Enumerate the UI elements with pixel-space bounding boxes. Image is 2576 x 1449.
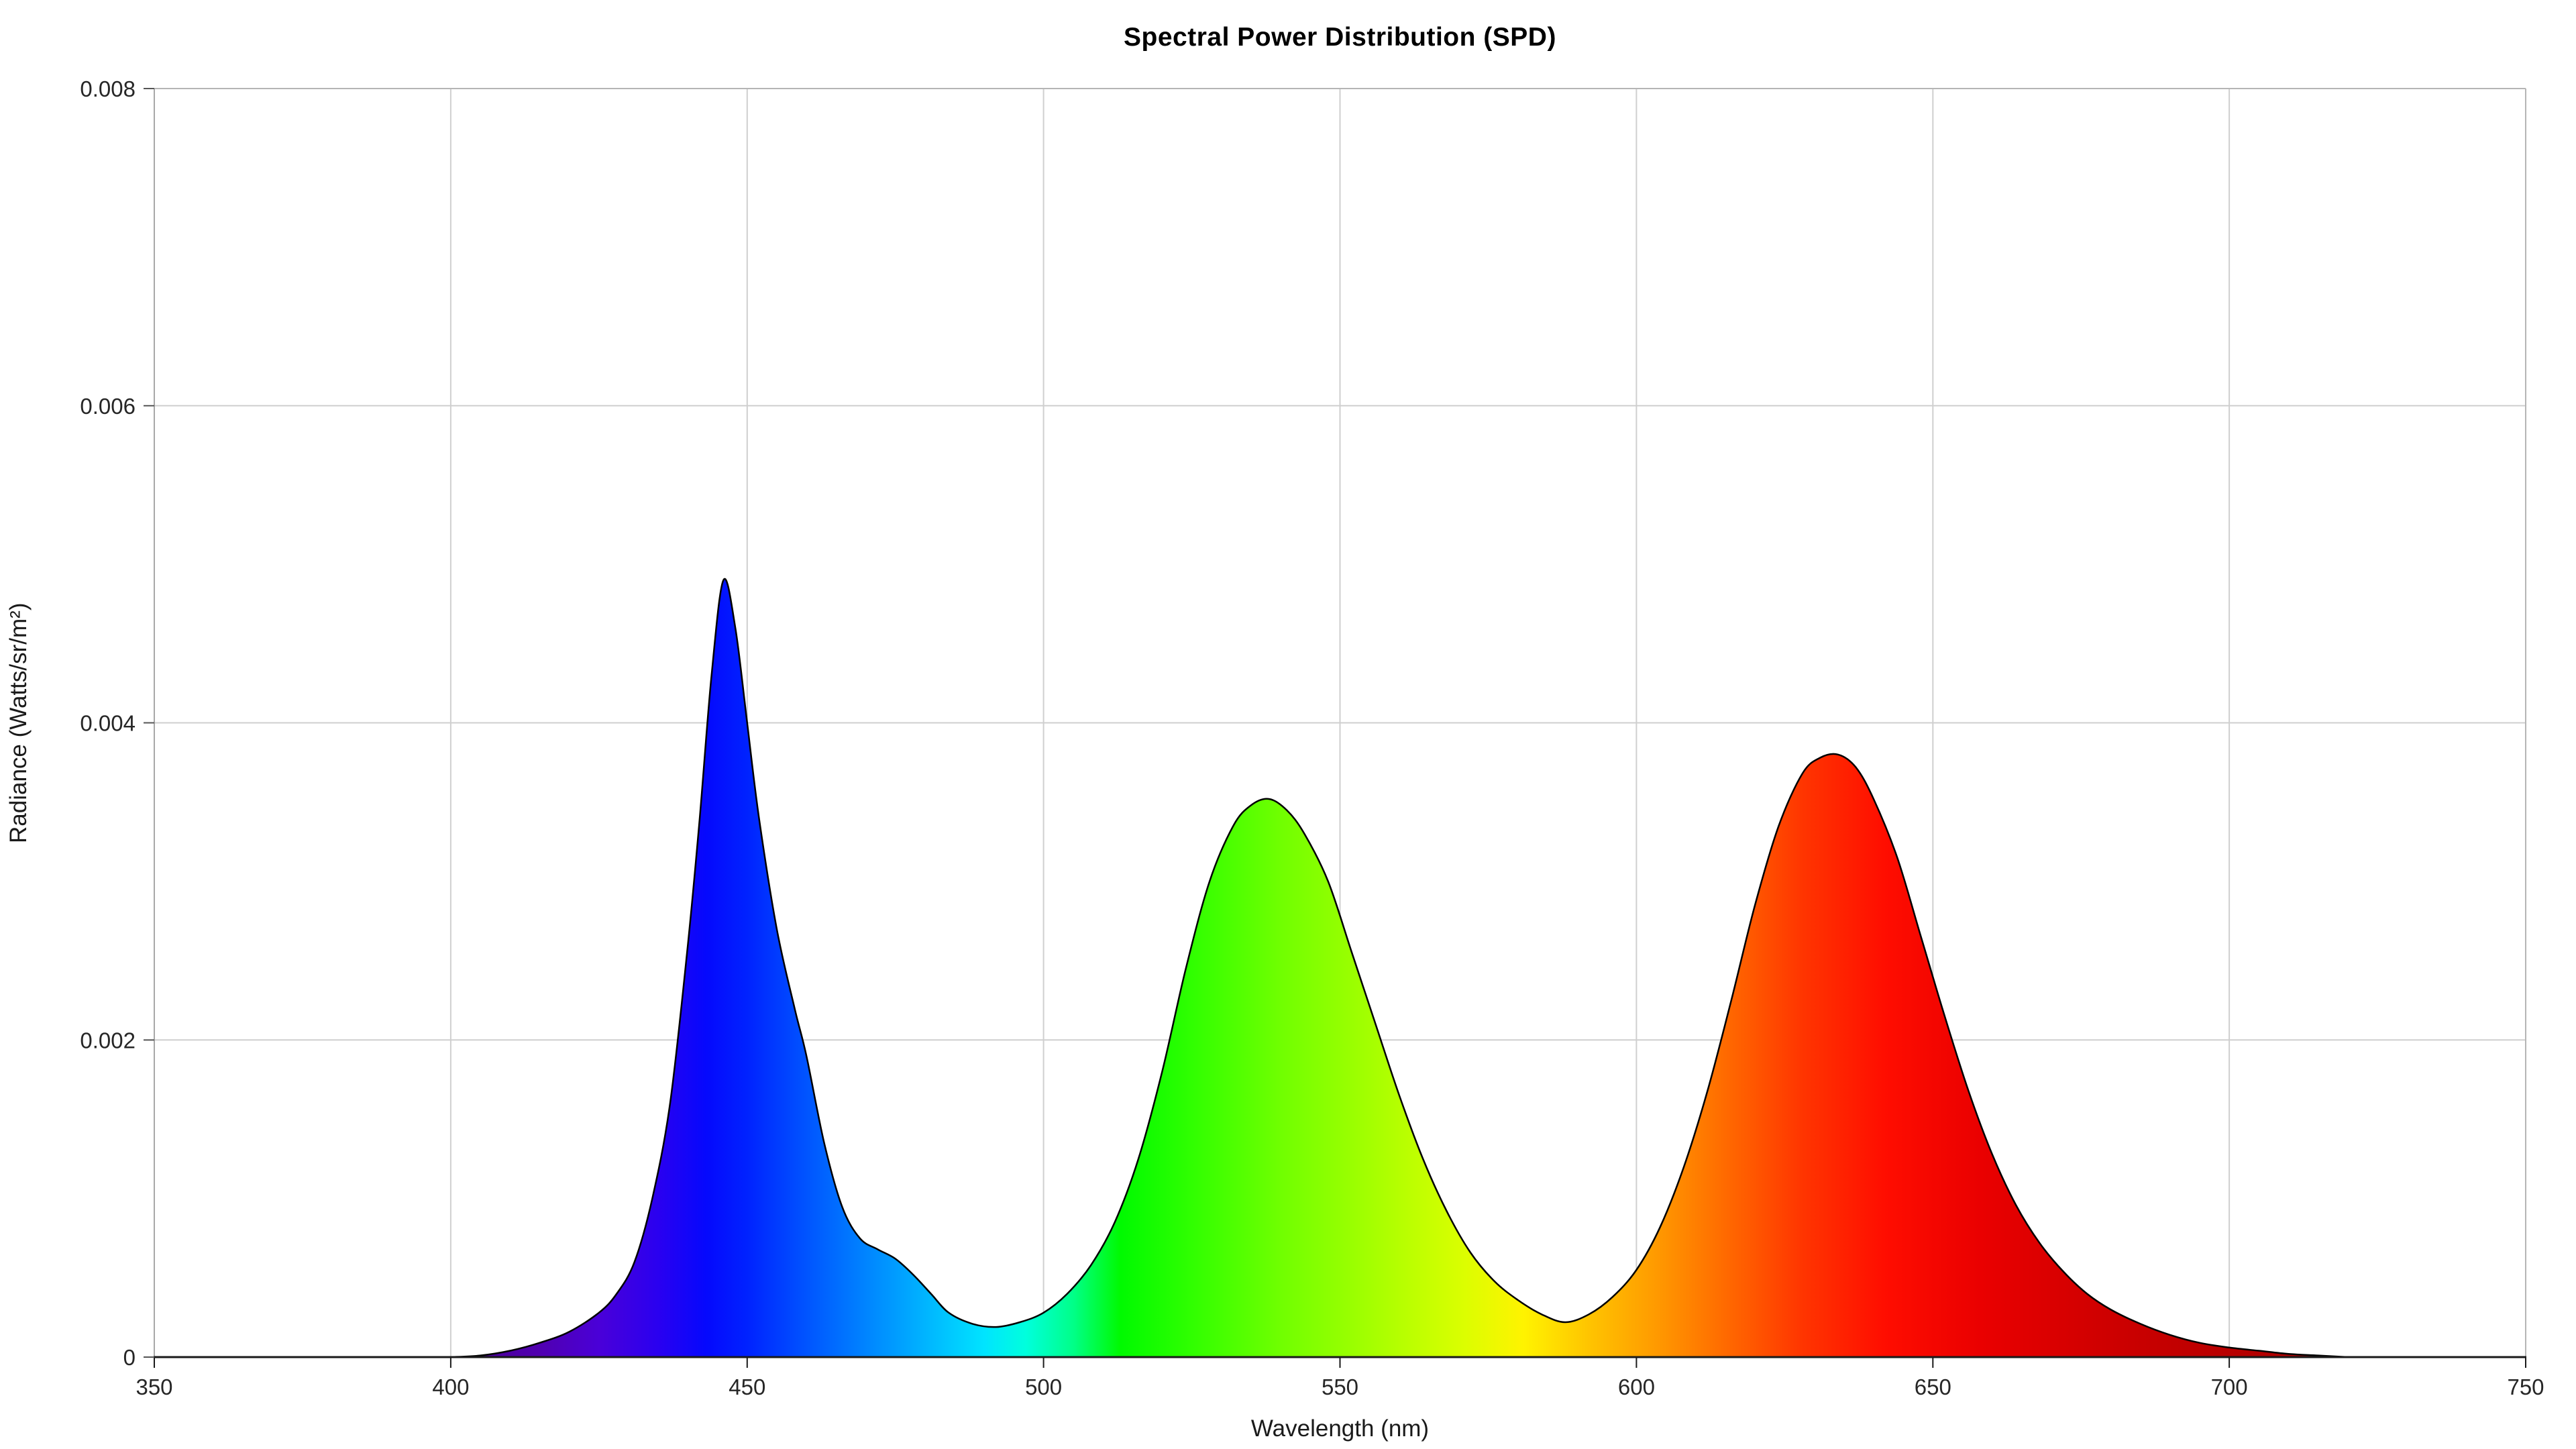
y-tick-label: 0.004 bbox=[80, 711, 136, 736]
x-tick-label: 650 bbox=[1915, 1375, 1951, 1399]
x-tick-label: 450 bbox=[729, 1375, 765, 1399]
x-tick-label: 700 bbox=[2211, 1375, 2248, 1399]
chart-title: Spectral Power Distribution (SPD) bbox=[1124, 23, 1556, 52]
y-tick-label: 0.002 bbox=[80, 1028, 136, 1053]
x-tick-label: 350 bbox=[136, 1375, 172, 1399]
y-tick-label: 0.006 bbox=[80, 394, 136, 419]
spd-area bbox=[450, 578, 2348, 1357]
y-tick-label: 0 bbox=[123, 1345, 136, 1370]
x-tick-label: 600 bbox=[1618, 1375, 1655, 1399]
spd-curve bbox=[450, 578, 2348, 1358]
x-tick-label: 550 bbox=[1322, 1375, 1358, 1399]
x-tick-label: 400 bbox=[432, 1375, 469, 1399]
y-tick-label: 0.008 bbox=[80, 76, 136, 101]
x-tick-label: 750 bbox=[2507, 1375, 2544, 1399]
x-axis-label: Wavelength (nm) bbox=[1250, 1415, 1430, 1442]
x-tick-label: 500 bbox=[1025, 1375, 1062, 1399]
